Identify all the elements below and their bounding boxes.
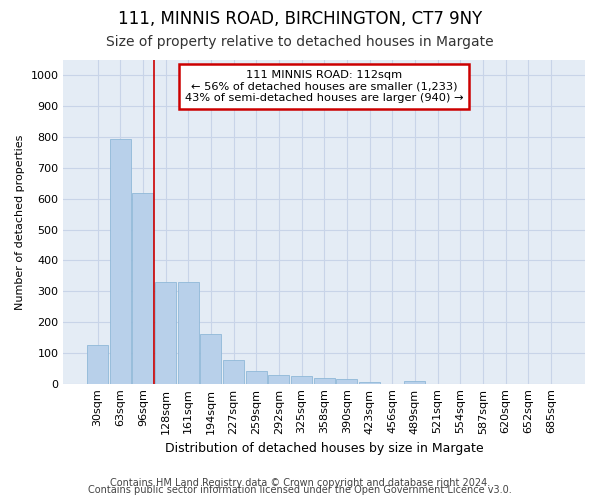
Bar	[268, 375, 289, 384]
Bar	[359, 382, 380, 384]
Bar	[200, 334, 221, 384]
Bar	[291, 376, 312, 384]
Bar	[337, 380, 358, 384]
Bar	[404, 380, 425, 384]
Bar	[133, 192, 154, 384]
Bar	[178, 282, 199, 384]
Y-axis label: Number of detached properties: Number of detached properties	[15, 134, 25, 310]
Bar	[314, 378, 335, 384]
Text: Size of property relative to detached houses in Margate: Size of property relative to detached ho…	[106, 35, 494, 49]
X-axis label: Distribution of detached houses by size in Margate: Distribution of detached houses by size …	[165, 442, 484, 455]
Text: Contains HM Land Registry data © Crown copyright and database right 2024.: Contains HM Land Registry data © Crown c…	[110, 478, 490, 488]
Bar	[246, 372, 266, 384]
Bar	[87, 345, 108, 384]
Text: 111, MINNIS ROAD, BIRCHINGTON, CT7 9NY: 111, MINNIS ROAD, BIRCHINGTON, CT7 9NY	[118, 10, 482, 28]
Bar	[110, 138, 131, 384]
Bar	[155, 282, 176, 384]
Bar	[223, 360, 244, 384]
Text: 111 MINNIS ROAD: 112sqm
← 56% of detached houses are smaller (1,233)
43% of semi: 111 MINNIS ROAD: 112sqm ← 56% of detache…	[185, 70, 463, 103]
Text: Contains public sector information licensed under the Open Government Licence v3: Contains public sector information licen…	[88, 485, 512, 495]
